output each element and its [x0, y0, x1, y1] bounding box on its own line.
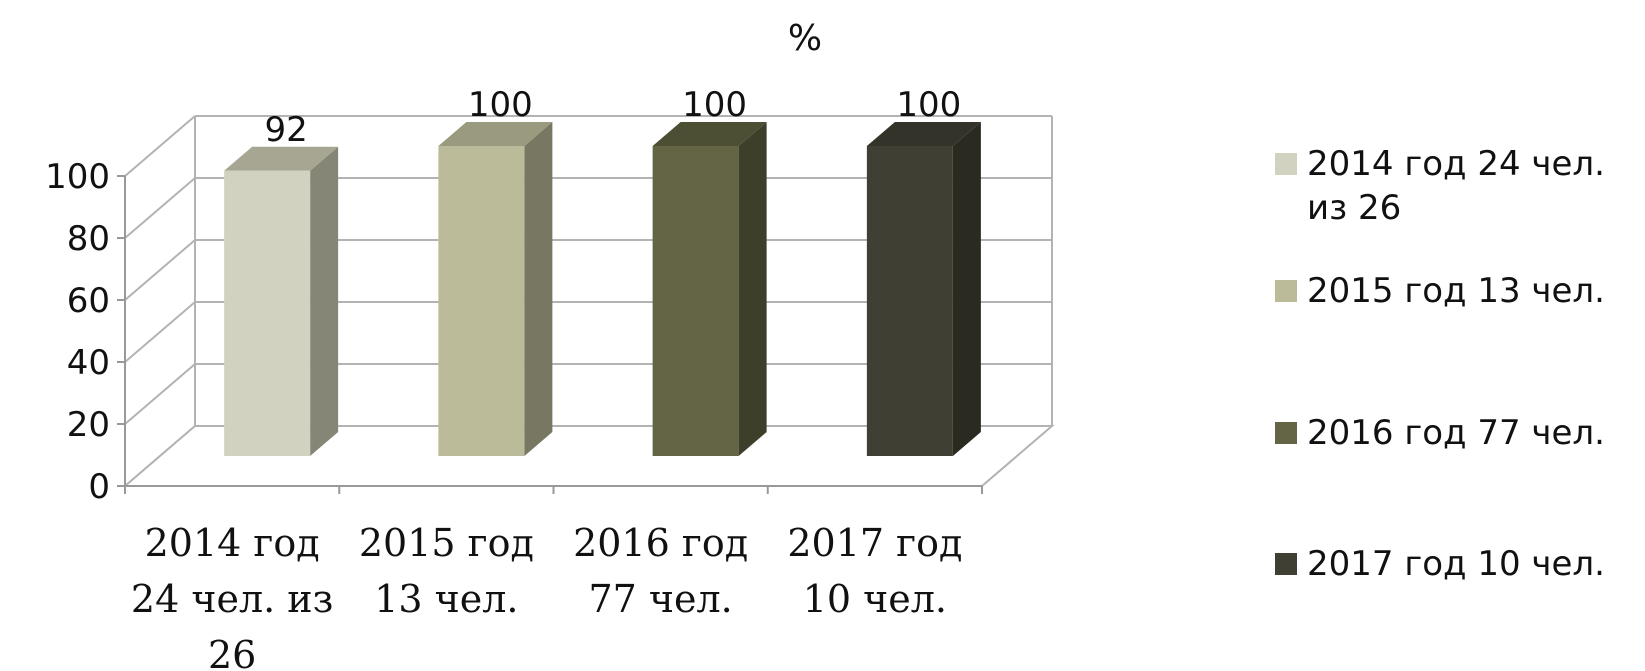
x-tick-label: 2016 год	[573, 521, 748, 565]
bar-front	[652, 146, 739, 456]
data-labels: 92 100 100 100	[264, 85, 961, 150]
x-tick-label: 2014 год	[145, 521, 320, 565]
x-tick-label: 24 чел. из	[131, 577, 333, 621]
legend-swatch	[1275, 422, 1297, 444]
gridline-side	[124, 115, 196, 177]
bar-front	[438, 146, 525, 456]
x-tick-label: 10 чел.	[803, 577, 947, 621]
gridline-side	[124, 363, 196, 425]
bar-side	[952, 122, 981, 456]
y-tick-label: 60	[67, 281, 110, 321]
bar	[866, 122, 981, 456]
y-tick-label: 100	[45, 157, 110, 197]
data-label: 100	[682, 85, 747, 125]
y-tick-label: 80	[67, 219, 110, 259]
x-axis-tick-labels: 2014 год 24 чел. из 26 2015 год 13 чел. 2016 …	[131, 521, 962, 671]
legend-item: 2015 год 13 чел.	[1275, 269, 1637, 313]
x-tick-label: 13 чел.	[374, 577, 518, 621]
bar-front	[224, 170, 311, 457]
y-tick-label: 40	[67, 343, 110, 383]
legend-item: 2016 год 77 чел.	[1275, 411, 1637, 455]
bar-side	[738, 122, 767, 456]
chart-axis	[117, 175, 983, 494]
chart-bars	[224, 122, 981, 457]
bar-side	[310, 146, 339, 457]
legend-label: 2016 год 77 чел.	[1307, 413, 1605, 453]
bar	[438, 122, 553, 456]
data-label: 100	[468, 85, 533, 125]
gridline-side	[124, 177, 196, 239]
y-tick-label: 20	[67, 405, 110, 445]
data-label: 100	[896, 85, 961, 125]
x-tick-label: 26	[208, 633, 256, 671]
gridline-side	[124, 301, 196, 363]
bar	[224, 146, 339, 457]
data-label: 92	[264, 110, 307, 150]
legend-label: 2017 год 10 чел.	[1307, 544, 1605, 584]
legend-swatch	[1275, 153, 1297, 175]
y-tick-label: 0	[88, 467, 110, 507]
chart-title: %	[788, 18, 822, 59]
y-axis-tick-labels: 0 20 40 60 80 100	[45, 157, 110, 507]
legend-label: 2015 год 13 чел.	[1307, 271, 1605, 311]
bar-side	[524, 122, 553, 456]
bar	[652, 122, 767, 456]
bar-front	[866, 146, 953, 456]
legend-item: 2014 год 24 чел. из 26	[1275, 142, 1637, 230]
legend-swatch	[1275, 553, 1297, 575]
bar-top	[438, 122, 553, 146]
legend-swatch	[1275, 280, 1297, 302]
x-tick-label: 2017 год	[787, 521, 962, 565]
gridline-side	[124, 239, 196, 301]
bar-top	[866, 122, 981, 146]
bar-top	[224, 146, 339, 171]
bar-top	[652, 122, 767, 146]
legend-item: 2017 год 10 чел.	[1275, 542, 1637, 586]
legend-label: 2014 год 24 чел. из 26	[1307, 144, 1605, 228]
x-tick-label: 77 чел.	[588, 577, 732, 621]
x-tick-label: 2015 год	[359, 521, 534, 565]
